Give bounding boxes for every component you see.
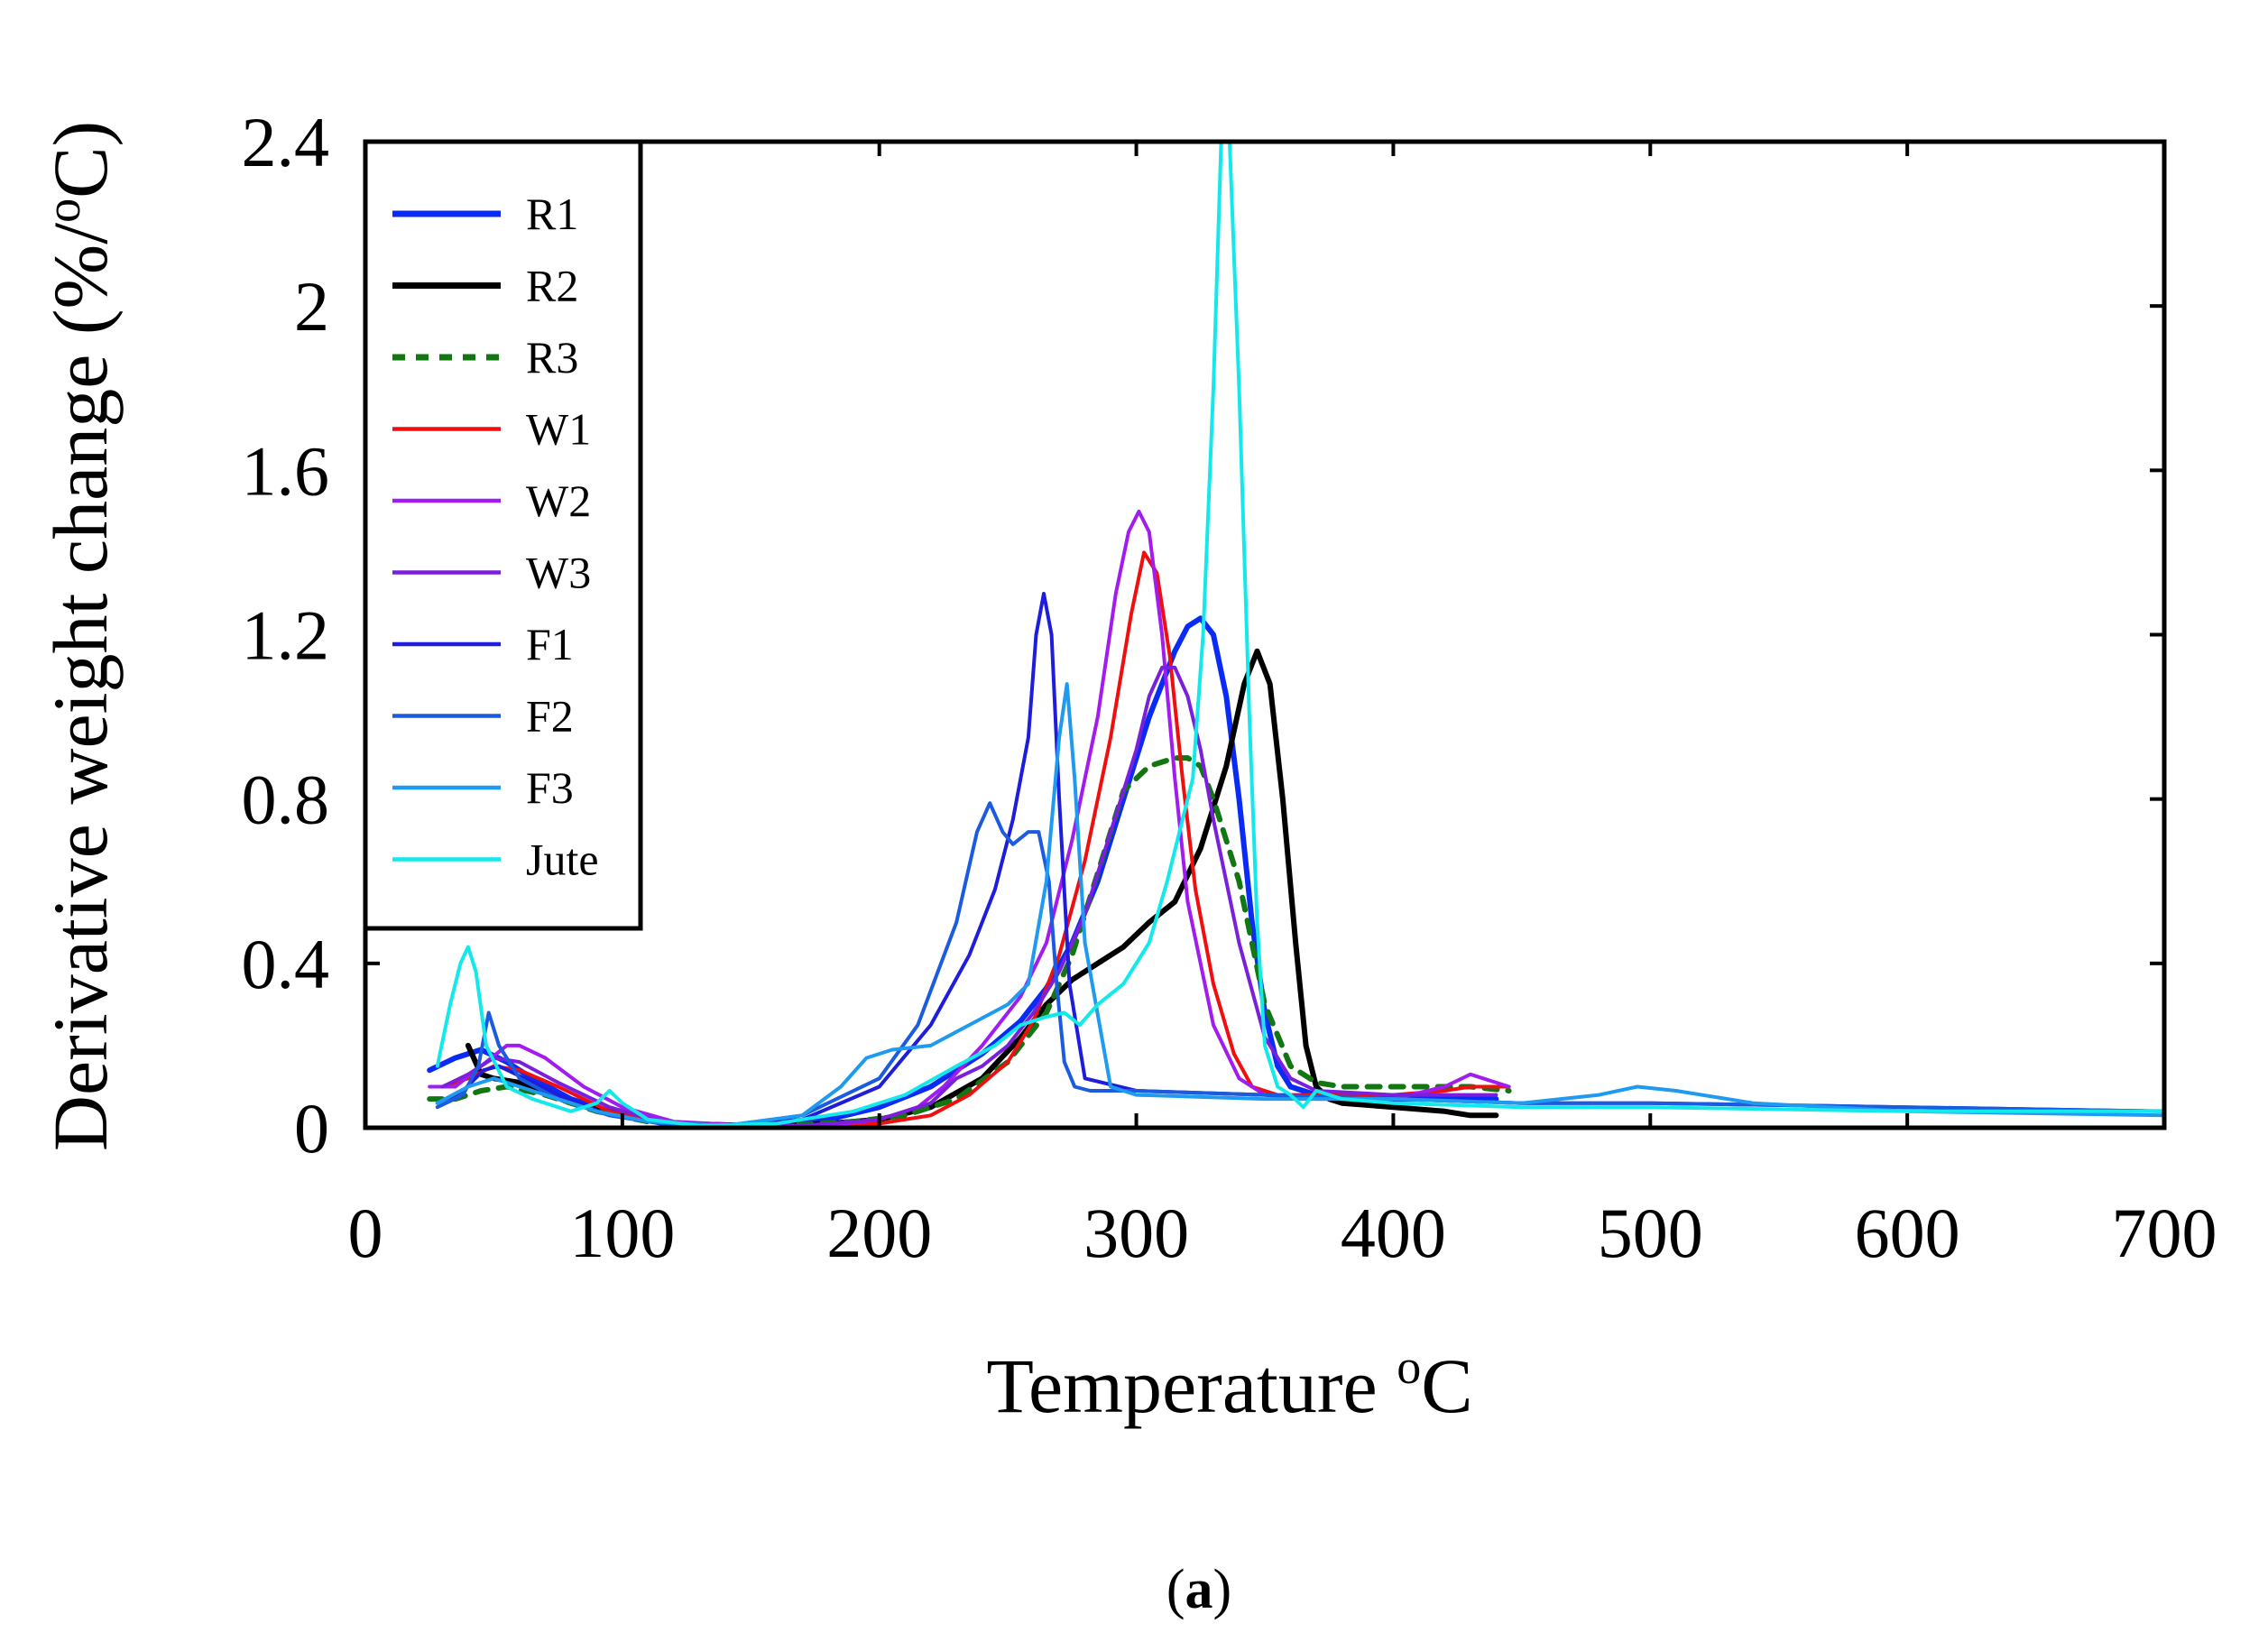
ticks-layer: 0 100 200 300 400 500 600 700 0 0.4 0.8 1.2 1.6 2 2.4	[242, 103, 2217, 1272]
legend-box	[363, 139, 643, 931]
y-axis-title: Derivative weight change (%/oC)	[36, 121, 124, 1151]
legend-label-f3: F3	[526, 762, 574, 813]
y-tick-label: 2.4	[242, 103, 330, 181]
legend-label-w3: W3	[526, 548, 591, 598]
legend-items: R1 R2 R3 W1 W2 W3 F1 F2 F3 Jute	[392, 189, 599, 885]
series-line-w3	[440, 665, 1498, 1128]
x-axis-title-text: Temperature	[986, 1342, 1377, 1429]
series-line-f3	[435, 682, 2164, 1128]
y-tick-label: 0.4	[242, 925, 330, 1003]
x-tick-label: 500	[1598, 1194, 1703, 1272]
y-axis-title-superscript: o	[36, 198, 90, 223]
y-axis-title-text: Derivative weight change (%/	[37, 223, 124, 1151]
x-tick-label: 400	[1341, 1194, 1446, 1272]
x-tick-label: 300	[1083, 1194, 1189, 1272]
y-tick-label: 1.2	[242, 596, 330, 675]
legend-label-f2: F2	[526, 691, 574, 742]
x-tick-label: 700	[2112, 1194, 2217, 1272]
y-axis-title-end: C)	[37, 121, 124, 198]
x-axis-title-unit: C	[1421, 1342, 1472, 1429]
legend-label-w2: W2	[526, 475, 591, 526]
x-tick-label: 0	[348, 1194, 383, 1272]
y-tick-label: 2	[294, 267, 329, 346]
caption-letter: a	[1185, 1559, 1213, 1620]
x-tick-label: 200	[826, 1194, 932, 1272]
caption-close: )	[1213, 1559, 1232, 1620]
series-layer	[427, 142, 2164, 1128]
legend-label-f1: F1	[526, 619, 574, 669]
series-line-jute	[435, 142, 2164, 1128]
series-line-f2	[435, 801, 2164, 1128]
legend-label-jute: Jute	[526, 835, 599, 885]
legend-label-r3: R3	[526, 332, 578, 383]
legend: R1 R2 R3 W1 W2 W3 F1 F2 F3 Jute	[363, 139, 643, 931]
caption-open: (	[1166, 1559, 1185, 1620]
y-tick-label: 0	[294, 1089, 329, 1167]
figure-caption: (a)	[1166, 1559, 1231, 1620]
y-tick-label: 1.6	[242, 431, 330, 510]
x-tick-label: 100	[569, 1194, 675, 1272]
legend-label-r1: R1	[526, 189, 578, 239]
x-tick-label: 600	[1855, 1194, 1960, 1272]
legend-label-w1: W1	[526, 404, 591, 455]
legend-label-r2: R2	[526, 261, 578, 311]
x-axis-title: Temperature oC	[986, 1340, 1472, 1429]
y-tick-label: 0.8	[242, 761, 330, 839]
x-axis-title-superscript: o	[1397, 1340, 1421, 1394]
